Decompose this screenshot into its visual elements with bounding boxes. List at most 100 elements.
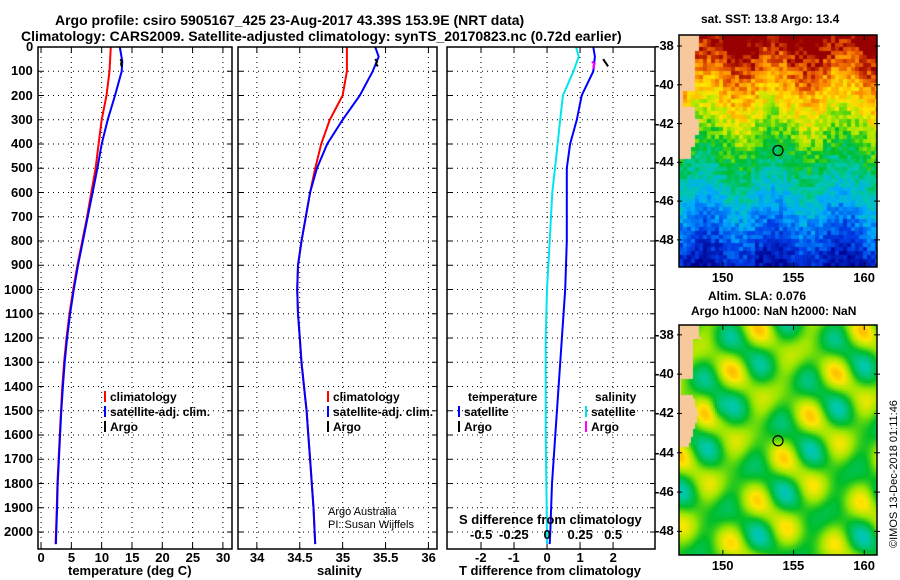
lat-tick-label: -44 — [655, 444, 674, 460]
legend-argo: Argo — [327, 420, 433, 435]
lon-tick-label: 160 — [853, 558, 875, 573]
y-tick-label: 1200 — [4, 330, 33, 345]
x-tick-label: -1 — [508, 550, 520, 565]
tdiff-xlabel: T difference from climatology — [459, 563, 642, 578]
series-line-argo — [374, 58, 379, 67]
lat-tick-label: -48 — [655, 523, 674, 539]
legend-argo: Argo — [104, 420, 210, 435]
y-tick-label: 300 — [11, 111, 33, 127]
series-line-satellite-adj-clim- — [296, 46, 380, 545]
y-tick-label: 1100 — [5, 305, 34, 321]
x2-tick-label: 0.25 — [567, 527, 593, 542]
series-line-temperature-argo — [602, 58, 609, 67]
legend-satellite: satellite-adj. clim. — [104, 405, 210, 420]
series-line-satellite-adj-clim- — [54, 46, 124, 545]
legend-label: satellite — [591, 405, 636, 419]
black-swatch — [458, 421, 460, 432]
blue-swatch — [327, 406, 329, 417]
legend-climatology: climatology — [327, 390, 433, 405]
sla-title1: Altim. SLA: 0.076 — [708, 289, 807, 303]
x-tick-label: 34 — [249, 550, 265, 565]
lon-tick-label: 155 — [782, 558, 805, 573]
y-tick-label: 100 — [11, 63, 33, 79]
x-tick-label: 25 — [185, 550, 201, 565]
lat-tick-label: -46 — [655, 484, 674, 500]
y-tick-label: 700 — [11, 208, 33, 224]
temp-legend: climatology satellite-adj. clim. Argo — [104, 390, 210, 435]
x-tick-label: 0 — [37, 550, 45, 565]
legend-label: satellite-adj. clim. — [333, 405, 434, 419]
y-tick-label: 200 — [11, 87, 33, 103]
red-swatch — [327, 391, 329, 402]
lon-tick-label: 160 — [853, 270, 875, 285]
credit-line1: Argo Australia — [328, 506, 397, 518]
blue-swatch — [458, 406, 460, 417]
legend-label: Argo — [333, 420, 361, 434]
sal-legend: climatology satellite-adj. clim. Argo — [327, 390, 433, 435]
legend-climatology: climatology — [104, 390, 210, 405]
x-tick-label: 10 — [94, 550, 110, 565]
x2-tick-label: -0.25 — [499, 527, 529, 542]
lat-tick-label: -40 — [655, 76, 674, 92]
x-tick-label: 0 — [543, 550, 551, 565]
y-tick-label: 800 — [11, 233, 33, 248]
series-line-argo — [119, 58, 123, 67]
y-tick-label: 1000 — [4, 281, 33, 297]
argo-position-marker — [772, 435, 784, 447]
x-tick-label: 35 — [335, 550, 351, 565]
red-swatch — [104, 391, 106, 402]
lat-tick-label: -42 — [655, 115, 674, 131]
x-tick-label: 34.5 — [287, 550, 313, 565]
plot-frame — [237, 46, 438, 550]
sla-map — [679, 325, 877, 555]
y-tick-label: 2000 — [4, 524, 33, 540]
x-tick-label: 20 — [155, 550, 170, 565]
watermark: ©IMOS 13-Dec-2018 01:11:46 — [888, 400, 900, 548]
y-tick-label: 1400 — [4, 378, 33, 394]
legend-satellite: satellite-adj. clim. — [327, 405, 433, 420]
series-line-temperature-satellite — [548, 46, 596, 545]
cyan-swatch — [585, 406, 587, 417]
x-tick-label: 30 — [215, 550, 231, 565]
lon-tick-label: 155 — [782, 270, 805, 285]
argo-position-marker — [772, 144, 784, 157]
y-tick-label: 400 — [11, 136, 33, 151]
map-frame — [678, 324, 878, 556]
legend-label: climatology — [110, 390, 177, 404]
x2-tick-label: -0.5 — [470, 527, 493, 542]
lat-tick-label: -42 — [655, 405, 674, 421]
x-tick-label: 15 — [124, 550, 140, 565]
y-tick-label: 1800 — [4, 475, 33, 491]
title-line1: Argo profile: csiro 5905167_425 23-Aug-2… — [55, 12, 525, 28]
x-tick-label: 36 — [421, 550, 436, 565]
sdiff-legend: salinity satellite Argo — [585, 390, 636, 435]
legend-label: satellite — [464, 405, 509, 419]
lat-tick-label: -40 — [655, 366, 674, 382]
sla-title2: Argo h1000: NaN h2000: NaN — [691, 304, 857, 318]
black-swatch — [104, 421, 106, 432]
black-swatch — [327, 421, 329, 432]
sst-map — [679, 35, 877, 267]
legend-head: salinity — [595, 390, 637, 404]
tdiff-legend: temperature satellite Argo — [458, 390, 537, 435]
sst-map-title: sat. SST: 13.8 Argo: 13.4 — [701, 12, 840, 26]
y-tick-label: 500 — [11, 160, 33, 176]
title-line2: Climatology: CARS2009. Satellite-adjuste… — [21, 28, 622, 44]
lon-tick-label: 150 — [711, 558, 734, 573]
lat-tick-label: -46 — [655, 193, 674, 209]
magenta-swatch — [585, 421, 587, 432]
lat-tick-label: -48 — [655, 231, 674, 247]
temp-xlabel: temperature (deg C) — [68, 563, 192, 578]
legend-label: Argo — [110, 420, 138, 434]
x2-tick-label: 0.5 — [604, 527, 623, 542]
x-tick-label: 35.5 — [373, 550, 399, 565]
y-tick-label: 600 — [11, 184, 33, 200]
credit: Argo Australia PI: Susan Wijffels — [328, 506, 414, 532]
x2-tick-label: 0 — [543, 527, 551, 542]
sdiff-xlabel: S difference from climatology — [459, 512, 642, 527]
lat-tick-label: -38 — [655, 326, 674, 342]
series-line-salinity-satellite — [544, 46, 580, 545]
blue-swatch — [104, 406, 106, 417]
